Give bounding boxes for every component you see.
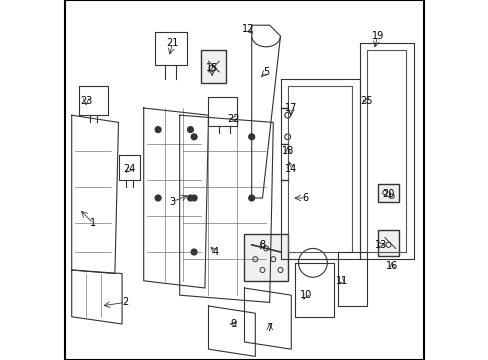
Text: 2: 2 xyxy=(122,297,128,307)
Bar xyxy=(244,234,287,281)
Circle shape xyxy=(248,134,254,140)
Text: 22: 22 xyxy=(227,114,240,124)
Circle shape xyxy=(187,195,193,201)
Text: 25: 25 xyxy=(360,96,372,106)
Text: 13: 13 xyxy=(374,240,386,250)
Text: 21: 21 xyxy=(166,38,178,48)
Text: 9: 9 xyxy=(230,319,236,329)
Circle shape xyxy=(155,127,161,132)
Text: 23: 23 xyxy=(80,96,92,106)
Circle shape xyxy=(191,249,197,255)
Bar xyxy=(377,184,399,202)
Text: 14: 14 xyxy=(285,164,297,174)
Text: 11: 11 xyxy=(335,276,347,286)
Text: 7: 7 xyxy=(266,323,272,333)
Circle shape xyxy=(248,249,254,255)
Text: 18: 18 xyxy=(281,146,293,156)
Text: 5: 5 xyxy=(263,67,269,77)
Circle shape xyxy=(155,195,161,201)
Text: 10: 10 xyxy=(299,290,311,300)
Text: 15: 15 xyxy=(205,63,218,73)
Text: 16: 16 xyxy=(385,261,397,271)
Text: 8: 8 xyxy=(259,240,265,250)
Circle shape xyxy=(187,127,193,132)
Bar xyxy=(377,230,399,256)
Text: 24: 24 xyxy=(123,164,135,174)
Text: 6: 6 xyxy=(302,193,308,203)
Text: 19: 19 xyxy=(371,31,383,41)
Circle shape xyxy=(248,195,254,201)
Circle shape xyxy=(191,195,197,201)
Text: 17: 17 xyxy=(285,103,297,113)
Bar xyxy=(201,50,226,83)
Text: 20: 20 xyxy=(382,189,394,199)
Text: 4: 4 xyxy=(212,247,218,257)
Circle shape xyxy=(191,134,197,140)
Text: 1: 1 xyxy=(90,218,96,228)
Text: 12: 12 xyxy=(242,24,254,34)
Text: 3: 3 xyxy=(169,197,175,207)
